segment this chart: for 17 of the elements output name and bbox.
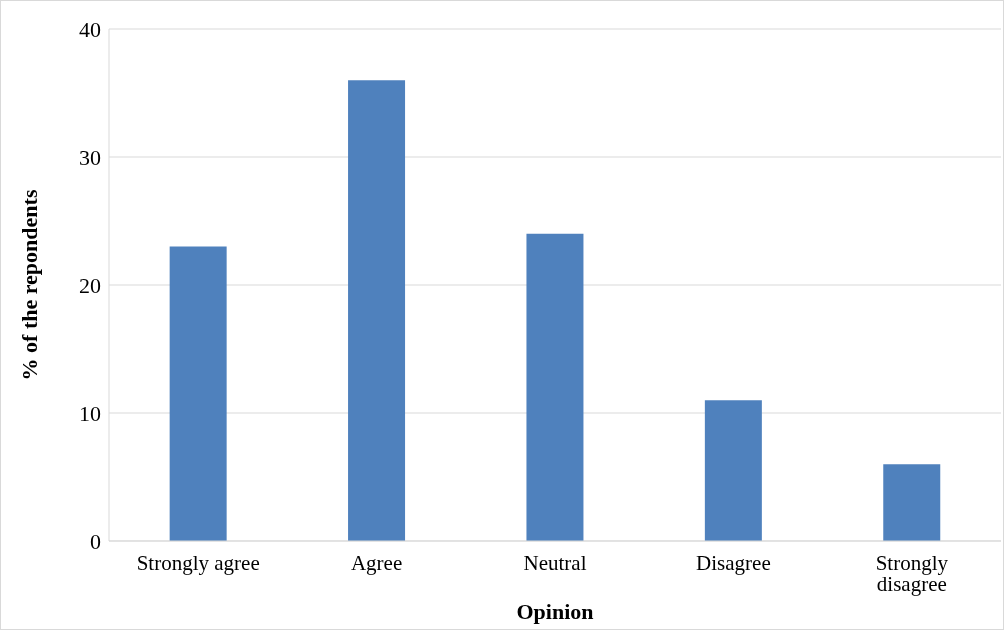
y-tick-label: 40 xyxy=(79,16,101,42)
y-tick-label: 10 xyxy=(79,400,101,426)
x-tick-label: Disagree xyxy=(696,550,771,575)
x-tick-label: Strongly agree xyxy=(136,550,260,575)
y-tick-label: 0 xyxy=(90,528,101,554)
y-axis-title: % of the repondents xyxy=(16,189,42,381)
y-tick-label: 30 xyxy=(79,144,101,170)
bar xyxy=(526,233,584,541)
x-tick-label: Strongly disagree xyxy=(875,550,949,596)
bar xyxy=(348,80,406,541)
x-tick-label: Neutral xyxy=(523,550,587,575)
bar xyxy=(883,464,941,541)
x-axis-title: Opinion xyxy=(516,599,594,624)
bar xyxy=(169,246,227,541)
bar xyxy=(704,400,762,541)
x-tick-label: Agree xyxy=(350,550,403,575)
y-tick-label: 20 xyxy=(79,272,101,298)
